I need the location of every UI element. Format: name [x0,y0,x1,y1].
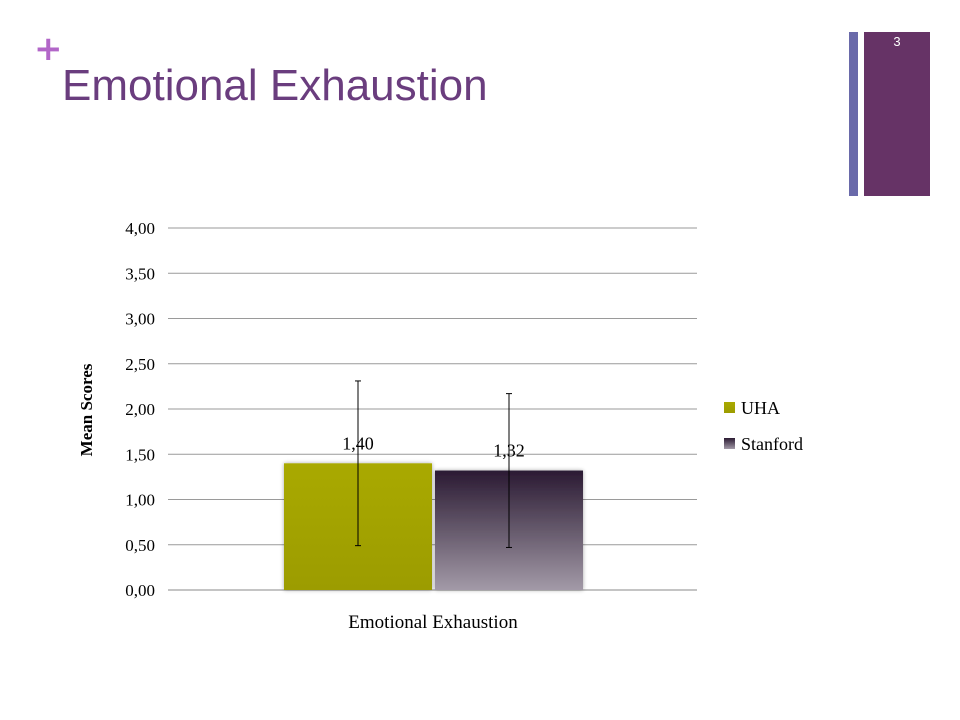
grid-lines [168,227,697,591]
x-category-label: Emotional Exhaustion [348,612,518,633]
legend-swatch-uha [724,402,735,413]
y-tick-label: 3,50 [125,264,155,283]
y-tick-label: 4,00 [125,219,155,238]
legend-label-uha: UHA [741,398,780,418]
y-tick-label: 3,00 [125,310,155,329]
accent-thin-bar [849,32,858,196]
y-tick-label: 1,00 [125,491,155,510]
y-tick-label: 2,00 [125,400,155,419]
legend: UHA Stanford [724,398,803,454]
slide-title: Emotional Exhaustion [62,61,488,110]
y-tick-label: 1,50 [125,445,155,464]
error-bars [355,380,512,548]
y-tick-label: 0,00 [125,581,155,600]
slide-number: 3 [893,34,901,49]
legend-swatch-stanford [724,438,735,449]
legend-label-stanford: Stanford [741,434,803,454]
y-tick-label: 2,50 [125,355,155,374]
data-label-uha: 1,40 [342,433,374,453]
y-tick-label: 0,50 [125,536,155,555]
bars [284,463,583,590]
y-axis-label: Mean Scores [77,363,96,456]
data-label-stanford: 1,32 [493,441,525,461]
y-tick-labels: 0,00 0,50 1,00 1,50 2,00 2,50 3,00 3,50 4,00 [125,219,155,600]
plus-icon: + [34,29,63,69]
data-labels: 1,40 1,32 [342,433,525,460]
accent-bar [864,32,930,196]
